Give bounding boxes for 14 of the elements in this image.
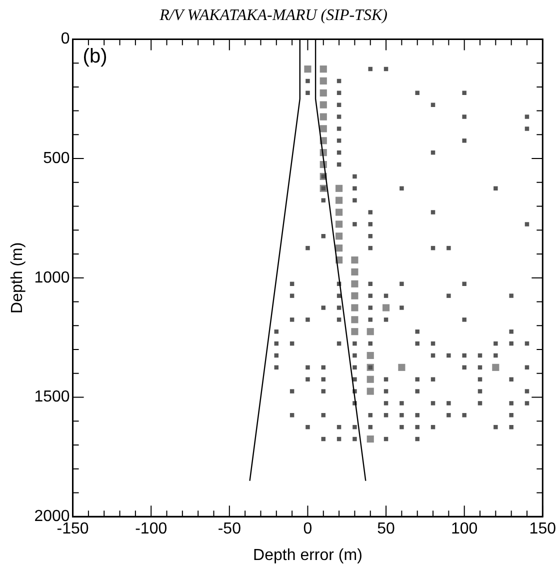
x-tick-label: 150 [529, 520, 556, 538]
y-tick-label: 1000 [34, 269, 70, 286]
y-axis-title: Depth (m) [9, 242, 26, 314]
x-tick-label: -100 [135, 520, 168, 538]
x-axis-title: Depth error (m) [253, 546, 362, 564]
y-tick-label: 0 [60, 30, 70, 48]
x-tick-label: 50 [377, 520, 396, 538]
x-tick-label: 100 [450, 520, 478, 538]
chart-title: R/V WAKATAKA-MARU (SIP-TSK) [158, 6, 388, 24]
annotation: (b) [82, 46, 108, 68]
x-tick-label: 0 [303, 520, 312, 538]
y-tick-label: 1500 [34, 388, 70, 406]
y-tick-label: 500 [43, 150, 70, 167]
x-tick-label: -50 [218, 520, 242, 538]
